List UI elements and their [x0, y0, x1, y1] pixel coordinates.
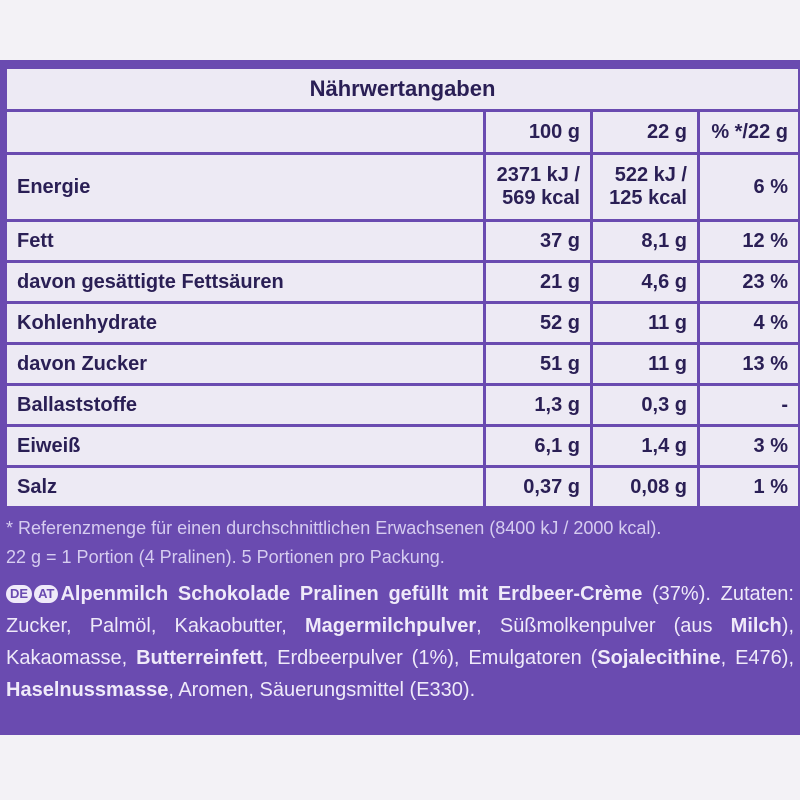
table-body: Nährwertangaben 100 g 22 g% */22 g Energie… [3, 66, 800, 509]
footnote: * Referenzmenge für einen durchschnittli… [6, 514, 796, 572]
nutrient-value: 23 % [696, 260, 800, 304]
nutrient-row: Salz 0,37 g 0,08 g 1 % [4, 465, 800, 509]
nutrient-value: 1 % [696, 465, 800, 509]
nutrient-value: 1,3 g [483, 383, 593, 427]
nutrient-value: 4 % [696, 301, 800, 345]
ingredients: DE AT Alpenmilch Schokolade Pralinen gefül… [6, 578, 794, 706]
value-line: 12 % [742, 229, 789, 252]
nutrition-table: Nährwertangaben 100 g 22 g% */22 g Energie… [3, 66, 800, 509]
nutrient-row: Ballaststoffe 1,3 g 0,3 g - [4, 383, 800, 427]
column-header: % */22 g [696, 109, 800, 155]
allergen-text: Haselnussmasse [6, 679, 169, 701]
value-line: 125 kcal [609, 187, 687, 209]
ingredient-text: (37%). Zutaten: Zucker, Palmöl, Kakaobut… [6, 583, 794, 637]
value-line: 1,4 g [641, 434, 687, 457]
value-line: 8,1 g [641, 229, 687, 252]
nutrient-value: 37 g [483, 219, 593, 263]
country-badge: DE [6, 585, 33, 603]
ingredient-text: , Süßmolkenpulver (aus [476, 615, 731, 637]
value-line: 569 kcal [502, 187, 580, 209]
ingredient-text: ), Kakaomasse, [6, 615, 794, 669]
value-line: 0,3 g [641, 393, 687, 416]
nutrient-value: 21 g [483, 260, 593, 304]
value-line: 6 % [753, 175, 789, 198]
nutrient-label: Salz [4, 465, 486, 509]
nutrient-value: - [696, 383, 800, 427]
nutrient-row: Fett 37 g 8,1 g 12 % [4, 219, 800, 263]
value-line: 2371 kJ / [496, 164, 580, 186]
nutrient-value: 12 % [696, 219, 800, 263]
nutrient-value: 0,3 g [590, 383, 700, 427]
nutrient-value: 13 % [696, 342, 800, 386]
nutrient-row: davon gesättigte Fettsäuren 21 g 4,6 g 23 % [4, 260, 800, 304]
value-line: 4 % [753, 311, 789, 334]
allergen-text: Alpenmilch Schokolade Pralinen gefüllt m… [60, 583, 643, 605]
footnote-line: 22 g = 1 Portion (4 Pralinen). 5 Portion… [6, 547, 445, 567]
value-line: 13 % [742, 352, 789, 375]
value-line: 37 g [539, 229, 580, 252]
table-title: Nährwertangaben [3, 66, 800, 112]
nutrient-value: 8,1 g [590, 219, 700, 263]
header-row: 100 g 22 g% */22 g [4, 109, 800, 155]
allergen-text: Magermilchpulver [304, 615, 477, 637]
nutrient-value: 3 % [696, 424, 800, 468]
nutrient-row: Energie 2371 kJ /569 kcal 522 kJ /125 kcal… [4, 152, 800, 222]
nutrient-value: 11 g [590, 301, 700, 345]
ingredient-text: , E476), [720, 647, 794, 669]
country-badge: AT [34, 585, 59, 603]
value-line: 1,3 g [534, 393, 580, 416]
nutrient-label: davon gesättigte Fettsäuren [4, 260, 486, 304]
ingredient-text: , Erdbeerpulver (1%), Emulgatoren ( [262, 647, 598, 669]
nutrient-value: 52 g [483, 301, 593, 345]
nutrient-value: 11 g [590, 342, 700, 386]
value-line: 6,1 g [534, 434, 580, 457]
nutrient-value: 51 g [483, 342, 593, 386]
value-line: 23 % [742, 270, 789, 293]
nutrient-row: davon Zucker 51 g 11 g 13 % [4, 342, 800, 386]
nutrient-label: Ballaststoffe [4, 383, 486, 427]
value-line: - [781, 393, 789, 416]
value-line: 52 g [539, 311, 580, 334]
allergen-text: Butterreinfett [136, 647, 263, 669]
nutrient-label: Eiweiß [4, 424, 486, 468]
value-line: 11 g [648, 352, 687, 375]
value-line: 51 g [539, 352, 580, 375]
column-header: 22 g [590, 109, 700, 155]
nutrient-value: 0,37 g [483, 465, 593, 509]
column-header: 100 g [483, 109, 593, 155]
title-row: Nährwertangaben [3, 66, 800, 112]
ingredient-text: , Aromen, Säuerungsmittel (E330). [168, 679, 476, 701]
nutrient-label: Fett [4, 219, 486, 263]
nutrient-value: 1,4 g [590, 424, 700, 468]
nutrient-label: davon Zucker [4, 342, 486, 386]
nutrient-value: 2371 kJ /569 kcal [483, 152, 593, 222]
value-line: 0,37 g [523, 475, 580, 498]
nutrient-row: Eiweiß 6,1 g 1,4 g 3 % [4, 424, 800, 468]
nutrient-label: Energie [4, 152, 486, 222]
footnote-line: * Referenzmenge für einen durchschnittli… [6, 518, 662, 538]
header-cell [4, 109, 486, 155]
nutrient-value: 4,6 g [590, 260, 700, 304]
nutrient-value: 6 % [696, 152, 800, 222]
value-line: 4,6 g [641, 270, 687, 293]
value-line: 21 g [539, 270, 580, 293]
value-line: 3 % [753, 434, 789, 457]
nutrient-value: 522 kJ /125 kcal [590, 152, 700, 222]
allergen-text: Milch [730, 615, 782, 637]
value-line: 522 kJ / [614, 164, 687, 186]
value-line: 0,08 g [630, 475, 687, 498]
nutrient-value: 6,1 g [483, 424, 593, 468]
value-line: 1 % [753, 475, 789, 498]
nutrient-row: Kohlenhydrate 52 g 11 g 4 % [4, 301, 800, 345]
nutrient-label: Kohlenhydrate [4, 301, 486, 345]
value-line: 11 g [648, 311, 687, 334]
nutrient-value: 0,08 g [590, 465, 700, 509]
allergen-text: Sojalecithine [597, 647, 721, 669]
